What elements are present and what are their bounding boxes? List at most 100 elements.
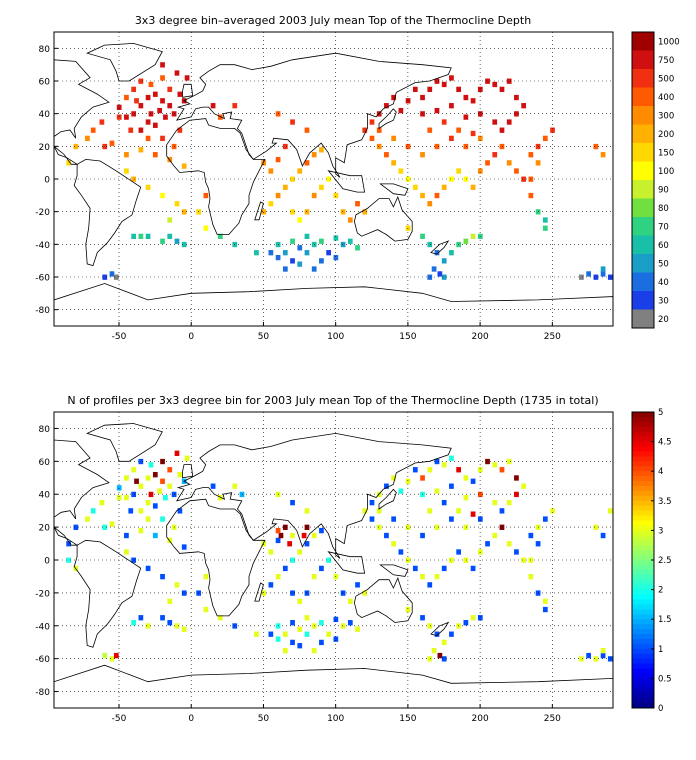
colorbar-swatch: [632, 668, 654, 674]
data-cell: [138, 527, 144, 534]
data-cell: [124, 549, 129, 555]
data-cell: [124, 114, 129, 120]
data-cell: [449, 455, 454, 461]
data-cell: [492, 499, 498, 506]
data-cell: [210, 483, 216, 489]
colorbar-swatch: [632, 643, 654, 650]
data-cell: [177, 472, 183, 478]
data-cell: [434, 631, 440, 637]
colorbar-swatch: [632, 309, 654, 329]
data-cell: [174, 582, 180, 588]
y-tick-label: -40: [35, 622, 50, 632]
data-cell: [420, 152, 425, 158]
data-cell: [542, 598, 548, 604]
data-cell: [181, 209, 187, 215]
coastline: [379, 564, 409, 577]
data-cell: [506, 78, 512, 84]
panel-2-land: [53, 423, 614, 709]
data-cell: [311, 192, 317, 199]
data-cell: [434, 192, 440, 199]
colorbar-label: 20: [658, 315, 669, 325]
data-cell: [282, 631, 288, 637]
colorbar-label: 300: [658, 111, 674, 121]
data-cell: [420, 192, 425, 199]
colorbar-swatch: [632, 698, 654, 704]
data-cell: [217, 495, 223, 501]
data-cell: [405, 143, 411, 150]
data-cell: [109, 656, 115, 662]
data-cell: [456, 508, 462, 514]
data-cell: [124, 94, 129, 101]
data-cell: [261, 209, 267, 215]
data-cell: [600, 647, 606, 654]
data-cell: [427, 274, 433, 280]
colorbar-swatch: [632, 291, 654, 310]
data-cell: [181, 241, 187, 248]
colorbar-swatch: [632, 683, 654, 689]
y-tick-label: -20: [35, 589, 50, 599]
data-cell: [514, 475, 519, 481]
data-cell: [600, 652, 606, 659]
colorbar-swatch: [632, 50, 654, 70]
colorbar-swatch: [632, 589, 654, 595]
data-cell: [304, 250, 310, 256]
data-cell: [441, 499, 447, 506]
data-cell: [145, 233, 151, 240]
data-cell: [138, 458, 144, 465]
colorbar-swatch: [632, 476, 654, 482]
data-cell: [131, 557, 137, 563]
data-cell: [420, 532, 425, 539]
x-tick-label: 250: [544, 332, 561, 342]
data-cell: [391, 94, 397, 101]
data-cell: [297, 261, 303, 267]
data-cell: [232, 103, 238, 109]
data-cell: [124, 532, 129, 539]
data-cell: [160, 75, 165, 81]
data-cell: [138, 147, 144, 153]
data-cell: [167, 483, 173, 489]
data-cell: [203, 225, 209, 231]
data-cell: [499, 508, 505, 514]
data-cell: [297, 598, 303, 604]
data-cell: [333, 636, 339, 642]
data-cell: [542, 516, 548, 522]
data-cell: [355, 582, 360, 588]
data-cell: [184, 455, 190, 461]
data-cell: [441, 462, 447, 468]
coastline: [254, 201, 264, 221]
data-cell: [138, 615, 144, 621]
colorbar-swatch: [632, 272, 654, 292]
colorbar-label: 1.5: [658, 615, 672, 625]
y-tick-label: 40: [39, 491, 51, 501]
data-cell: [391, 135, 397, 142]
data-cell: [85, 516, 90, 522]
data-cell: [437, 271, 443, 277]
data-cell: [528, 192, 534, 199]
colorbar-label: 400: [658, 93, 674, 103]
data-cell: [362, 209, 368, 215]
data-cell: [405, 478, 411, 484]
data-cell: [420, 475, 425, 481]
data-cell: [203, 192, 209, 199]
colorbar-swatch: [632, 624, 654, 630]
panel-1-cells: [66, 62, 613, 280]
data-cell: [470, 184, 476, 191]
data-cell: [282, 647, 288, 654]
data-cell: [66, 557, 72, 563]
data-cell: [449, 135, 454, 142]
data-cell: [463, 143, 469, 150]
data-cell: [550, 127, 555, 133]
colorbar-label: 0.5: [658, 674, 672, 684]
panel-1-land: [53, 42, 614, 327]
coastline: [430, 621, 450, 637]
y-tick-label: 0: [44, 176, 50, 186]
colorbar-label: 2: [658, 586, 663, 596]
data-cell: [297, 245, 303, 251]
data-cell: [347, 598, 353, 604]
data-cell: [109, 140, 115, 146]
data-cell: [128, 127, 134, 133]
colorbar-label: 4.5: [658, 438, 672, 448]
data-cell: [304, 233, 310, 240]
y-tick-label: 20: [39, 143, 51, 153]
data-cell: [528, 152, 534, 158]
